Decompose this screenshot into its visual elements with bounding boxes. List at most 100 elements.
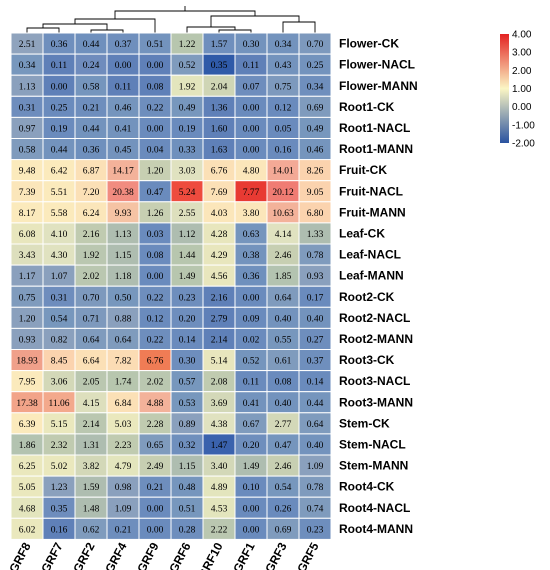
cell-value-label: 0.31 — [19, 103, 36, 113]
cell-value-label: 0.46 — [115, 103, 132, 113]
cell-value-label: 2.46 — [275, 251, 292, 261]
cell-value-label: 1.57 — [211, 40, 228, 50]
cell-value-label: 0.47 — [147, 188, 164, 198]
legend-tick-label: 3.00 — [512, 48, 532, 59]
cell-value-label: 0.64 — [115, 335, 132, 345]
cell-value-label: 1.17 — [19, 272, 36, 282]
dendrogram-branch — [114, 10, 256, 19]
cell-value-label: 0.78 — [307, 483, 324, 493]
cell-value-label: 3.40 — [211, 462, 228, 472]
cell-value-label: 11.06 — [48, 399, 69, 409]
cell-value-label: 8.26 — [307, 167, 324, 177]
cell-value-label: 0.07 — [243, 82, 260, 92]
row-label: Root4-CK — [339, 480, 395, 494]
cell-value-label: 2.77 — [275, 420, 292, 430]
row-label: Fruit-NACL — [339, 184, 403, 198]
cell-value-label: 1.23 — [51, 483, 68, 493]
cell-value-label: 3.80 — [243, 209, 260, 219]
cell-value-label: 1.59 — [83, 483, 100, 493]
cell-value-label: 0.11 — [243, 378, 260, 388]
dendrogram-branch — [210, 15, 300, 27]
cell-value-label: 0.69 — [275, 525, 292, 535]
cell-value-label: 0.08 — [147, 82, 164, 92]
cell-value-label: 4.03 — [211, 209, 228, 219]
cell-value-label: 7.77 — [243, 188, 260, 198]
cell-value-label: 2.02 — [147, 378, 164, 388]
cell-value-label: 0.82 — [51, 335, 68, 345]
cell-value-label: 0.45 — [115, 146, 132, 156]
cell-value-label: 0.34 — [307, 82, 324, 92]
cell-value-label: 6.84 — [115, 399, 132, 409]
heatmap-cell — [298, 517, 332, 540]
cell-value-label: 1.47 — [211, 441, 228, 451]
cell-value-label: 6.08 — [19, 230, 36, 240]
cell-value-label: 0.36 — [243, 272, 260, 282]
cell-value-label: 1.63 — [211, 146, 228, 156]
cell-value-label: 0.44 — [83, 124, 100, 134]
cell-value-label: 2.79 — [211, 314, 228, 324]
cell-value-label: 17.38 — [16, 399, 38, 409]
column-label: IbGRF10 — [190, 540, 226, 570]
cell-value-label: 0.44 — [307, 399, 324, 409]
cell-value-label: 7.39 — [19, 188, 36, 198]
cell-value-label: 6.02 — [19, 525, 36, 535]
cell-value-label: 2.55 — [179, 209, 196, 219]
cell-value-label: 0.36 — [51, 40, 68, 50]
cell-value-label: 6.39 — [19, 420, 36, 430]
cell-value-label: 0.47 — [275, 441, 292, 451]
column-label: IbGRF7 — [33, 540, 66, 570]
cell-value-label: 0.88 — [115, 314, 132, 324]
cell-value-label: 0.11 — [51, 61, 68, 71]
cell-value-label: 1.86 — [19, 441, 36, 451]
cell-value-label: 7.20 — [83, 188, 100, 198]
legend-tick-label: 2.00 — [512, 66, 532, 77]
cell-value-label: 0.48 — [179, 483, 196, 493]
cell-value-label: 2.16 — [83, 230, 100, 240]
cell-value-label: 4.56 — [211, 272, 228, 282]
cell-value-label: 9.05 — [307, 188, 324, 198]
cell-value-label: 5.03 — [115, 420, 132, 430]
cell-value-label: 0.52 — [179, 61, 196, 71]
cell-value-label: 0.55 — [275, 335, 292, 345]
cell-value-label: 0.40 — [307, 441, 324, 451]
row-label: Root2-CK — [339, 290, 395, 304]
cell-value-label: 0.98 — [115, 483, 132, 493]
column-labels: IbGRF8 IbGRF7 IbGRF2 IbGRF4 IbGRF9 IbGRF6IbGR… — [1, 540, 322, 570]
cell-value-label: 0.51 — [147, 40, 164, 50]
cell-value-label: 0.00 — [243, 504, 260, 514]
cell-value-label: 0.54 — [51, 314, 68, 324]
cell-value-label: 6.42 — [51, 167, 68, 177]
legend-tick-label: -2.00 — [512, 139, 535, 150]
cell-value-label: 0.30 — [243, 40, 260, 50]
cell-value-label: 5.14 — [211, 357, 228, 367]
cell-value-label: 0.00 — [147, 272, 164, 282]
cell-value-label: 0.25 — [307, 61, 324, 71]
column-dendrogram — [26, 6, 316, 33]
cell-value-label: 0.67 — [243, 420, 260, 430]
cell-value-label: 1.74 — [115, 378, 132, 388]
column-label: IbGRF2 — [65, 540, 98, 570]
row-label: Root4-MANN — [339, 522, 413, 536]
cell-value-label: 0.89 — [179, 420, 196, 430]
cell-value-label: 0.00 — [147, 61, 164, 71]
column-label: IbGRF3 — [257, 540, 290, 570]
cell-value-label: 0.20 — [179, 314, 196, 324]
cell-value-label: 0.58 — [83, 82, 100, 92]
column-label: IbGRF1 — [225, 540, 258, 570]
cell-value-label: 0.63 — [243, 230, 260, 240]
legend-tick-label: -1.00 — [512, 120, 535, 131]
row-label: Flower-MANN — [339, 79, 418, 93]
cell-value-label: 1.31 — [83, 441, 100, 451]
row-label: Fruit-MANN — [339, 205, 406, 219]
cell-value-label: 3.03 — [179, 167, 196, 177]
cell-value-label: 5.05 — [19, 483, 36, 493]
cell-value-label: 14.01 — [272, 167, 294, 177]
cell-value-label: 3.43 — [19, 251, 36, 261]
cell-value-label: 4.15 — [83, 399, 100, 409]
cell-value-label: 1.26 — [147, 209, 164, 219]
cell-value-label: 0.00 — [147, 504, 164, 514]
cell-value-label: 0.65 — [147, 441, 164, 451]
cell-value-label: 0.19 — [179, 124, 196, 134]
row-label: Root2-MANN — [339, 332, 413, 346]
